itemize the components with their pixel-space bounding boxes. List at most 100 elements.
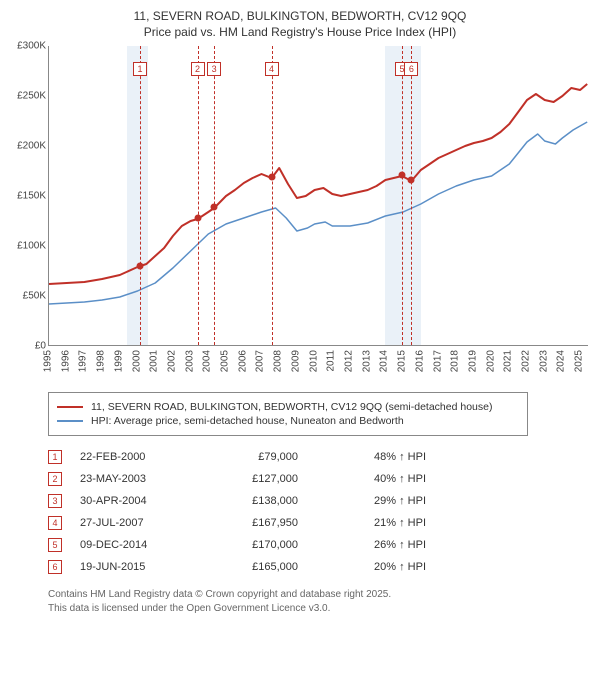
- x-tick-label: 2018: [450, 350, 461, 372]
- sales-row: 4 27-JUL-2007 £167,950 21% ↑ HPI: [48, 512, 592, 534]
- sale-marker-box: 4: [265, 62, 279, 76]
- sale-marker-box: 6: [404, 62, 418, 76]
- sales-row-price: £165,000: [208, 561, 298, 573]
- x-tick-label: 2017: [432, 350, 443, 372]
- x-tick-label: 1998: [96, 350, 107, 372]
- sales-row-date: 19-JUN-2015: [80, 561, 190, 573]
- x-tick-label: 2005: [220, 350, 231, 372]
- series-hpi: [49, 122, 587, 304]
- chart-title: 11, SEVERN ROAD, BULKINGTON, BEDWORTH, C…: [8, 8, 592, 40]
- legend-swatch: [57, 420, 83, 422]
- x-tick-label: 2014: [379, 350, 390, 372]
- y-tick-label: £100K: [17, 241, 46, 252]
- legend-label: 11, SEVERN ROAD, BULKINGTON, BEDWORTH, C…: [91, 401, 492, 413]
- x-tick-label: 2019: [467, 350, 478, 372]
- x-tick-label: 1999: [113, 350, 124, 372]
- sale-marker-dot: [137, 263, 144, 270]
- x-tick-label: 2024: [556, 350, 567, 372]
- x-tick-label: 1995: [43, 350, 54, 372]
- y-tick-label: £200K: [17, 141, 46, 152]
- sales-row: 223-MAY-2003£127,00040% ↑ HPI: [48, 468, 592, 490]
- sale-marker-dot: [268, 174, 275, 181]
- sale-marker-line: [402, 46, 403, 345]
- chart: £0£50K£100K£150K£200K£250K£300K 123456 1…: [8, 46, 592, 386]
- x-tick-label: 2000: [131, 350, 142, 372]
- x-tick-label: 2023: [538, 350, 549, 372]
- sales-row-index: 5: [48, 538, 62, 552]
- sales-row-date: 30-APR-2004: [80, 495, 190, 507]
- sale-marker-box: 3: [207, 62, 221, 76]
- sale-marker-line: [198, 46, 199, 345]
- sale-marker-dot: [194, 215, 201, 222]
- legend-swatch: [57, 406, 83, 408]
- sales-row-index: 1: [48, 450, 62, 464]
- sales-row: 330-APR-2004£138,00029% ↑ HPI: [48, 490, 592, 512]
- line-layer: [49, 46, 589, 346]
- sales-row-date: 23-MAY-2003: [80, 473, 190, 485]
- sale-marker-line: [272, 46, 273, 345]
- sales-row-pct: 40% ↑ HPI: [316, 473, 426, 485]
- legend-row: HPI: Average price, semi-detached house,…: [57, 415, 519, 427]
- x-tick-label: 2012: [343, 350, 354, 372]
- x-tick-label: 2025: [574, 350, 585, 372]
- x-tick-label: 2011: [326, 350, 337, 372]
- sales-row-date: 22-FEB-2000: [80, 451, 190, 463]
- footer-line-2: This data is licensed under the Open Gov…: [48, 603, 330, 614]
- sale-marker-dot: [408, 177, 415, 184]
- sales-row-price: £167,950: [208, 517, 298, 529]
- sales-row-pct: 26% ↑ HPI: [316, 539, 426, 551]
- sales-row-pct: 21% ↑ HPI: [316, 517, 426, 529]
- x-tick-label: 2002: [166, 350, 177, 372]
- legend-label: HPI: Average price, semi-detached house,…: [91, 415, 404, 427]
- sales-row-pct: 48% ↑ HPI: [316, 451, 426, 463]
- sale-marker-dot: [399, 172, 406, 179]
- footer-line-1: Contains HM Land Registry data © Crown c…: [48, 589, 391, 600]
- y-tick-label: £50K: [23, 291, 46, 302]
- sale-marker-box: 1: [133, 62, 147, 76]
- x-tick-label: 2021: [503, 350, 514, 372]
- sale-marker-line: [140, 46, 141, 345]
- sales-row-index: 2: [48, 472, 62, 486]
- plot-area: 123456: [48, 46, 588, 346]
- x-tick-label: 2016: [414, 350, 425, 372]
- sale-marker-box: 2: [191, 62, 205, 76]
- sales-row-price: £79,000: [208, 451, 298, 463]
- sales-row-index: 4: [48, 516, 62, 530]
- sales-row-date: 27-JUL-2007: [80, 517, 190, 529]
- y-tick-label: £150K: [17, 191, 46, 202]
- x-tick-label: 1997: [78, 350, 89, 372]
- x-tick-label: 2015: [397, 350, 408, 372]
- sale-marker-dot: [211, 204, 218, 211]
- sales-row-price: £138,000: [208, 495, 298, 507]
- sales-row: 509-DEC-2014£170,00026% ↑ HPI: [48, 534, 592, 556]
- legend: 11, SEVERN ROAD, BULKINGTON, BEDWORTH, C…: [48, 392, 528, 436]
- y-axis: £0£50K£100K£150K£200K£250K£300K: [8, 46, 48, 346]
- x-tick-label: 2001: [149, 350, 160, 372]
- title-line-1: 11, SEVERN ROAD, BULKINGTON, BEDWORTH, C…: [134, 9, 467, 23]
- sales-row: 6 19-JUN-2015 £165,000 20% ↑ HPI: [48, 556, 592, 578]
- x-tick-label: 2013: [361, 350, 372, 372]
- x-tick-label: 2003: [184, 350, 195, 372]
- x-tick-label: 2004: [202, 350, 213, 372]
- y-tick-label: £250K: [17, 91, 46, 102]
- x-tick-label: 2009: [290, 350, 301, 372]
- footer-attribution: Contains HM Land Registry data © Crown c…: [48, 588, 592, 615]
- y-tick-label: £300K: [17, 41, 46, 52]
- sale-marker-line: [411, 46, 412, 345]
- sales-row-index: 6: [48, 560, 62, 574]
- x-tick-label: 2022: [521, 350, 532, 372]
- x-tick-label: 2007: [255, 350, 266, 372]
- x-tick-label: 1996: [60, 350, 71, 372]
- x-tick-label: 2010: [308, 350, 319, 372]
- sale-marker-line: [214, 46, 215, 345]
- legend-row: 11, SEVERN ROAD, BULKINGTON, BEDWORTH, C…: [57, 401, 519, 413]
- sales-row-pct: 29% ↑ HPI: [316, 495, 426, 507]
- sales-row: 1 22-FEB-2000 £79,000 48% ↑ HPI: [48, 446, 592, 468]
- series-price_paid: [49, 84, 587, 284]
- x-tick-label: 2008: [273, 350, 284, 372]
- sales-row-pct: 20% ↑ HPI: [316, 561, 426, 573]
- x-tick-label: 2006: [237, 350, 248, 372]
- x-axis: 1995199619971998199920002001200220032004…: [48, 346, 588, 386]
- sales-table: 1 22-FEB-2000 £79,000 48% ↑ HPI 2 23-MAY-2003…: [48, 446, 592, 578]
- x-tick-label: 2020: [485, 350, 496, 372]
